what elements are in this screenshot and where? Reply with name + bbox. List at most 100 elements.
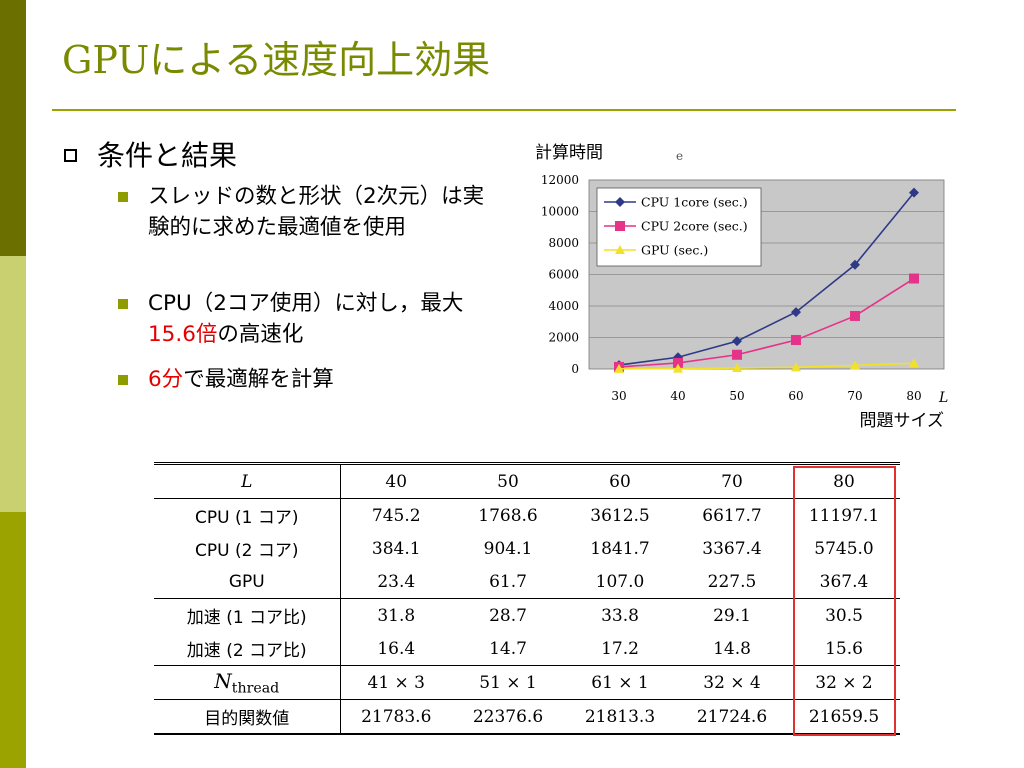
- title-divider: [52, 109, 956, 111]
- bullet-item-emphasis: 6分: [148, 367, 184, 392]
- chart-title-fragment: e: [676, 149, 683, 163]
- table-header-row: L 40 50 60 70 80: [154, 462, 900, 499]
- accent-segment-bottom: [0, 512, 26, 768]
- table-row-label-subscript: thread: [231, 680, 280, 697]
- table-cell: 32 × 4: [676, 665, 788, 700]
- y-tick-label: 10000: [541, 205, 579, 219]
- table-cell: 22376.6: [452, 699, 564, 735]
- accent-segment-middle: [0, 256, 26, 512]
- legend-entry: CPU 1core (sec.): [641, 195, 748, 210]
- data-point: [673, 352, 683, 363]
- table-cell: 51 × 1: [452, 665, 564, 700]
- data-point: [850, 259, 860, 270]
- table-header-cell: 40: [340, 462, 452, 499]
- chart-title: 計算時間: [535, 143, 603, 163]
- bullet-heading: 条件と結果: [64, 134, 237, 174]
- table-cell: 21783.6: [340, 699, 452, 735]
- table-header-cell: 60: [564, 462, 676, 499]
- bullet-heading-text: 条件と結果: [97, 139, 238, 172]
- data-point: [909, 187, 919, 198]
- y-tick-label: 12000: [541, 173, 579, 187]
- table-cell: 30.5: [788, 598, 900, 632]
- table-cell: 14.8: [713, 638, 751, 659]
- table-cell: 384.1: [371, 538, 421, 559]
- table-row-label: CPU (1 コア): [154, 498, 341, 532]
- slide-title-rest: による速度向上効果: [149, 38, 491, 82]
- legend-entry: GPU (sec.): [641, 243, 708, 258]
- table-cell: 1768.6: [452, 498, 564, 532]
- left-accent-bar: [0, 0, 26, 768]
- bullet-item-post: で最適解を計算: [183, 367, 334, 392]
- table-row: Nthread 41 × 3 51 × 1 61 × 1 32 × 4 32 × 2: [154, 665, 900, 700]
- table-cell: 33.8: [564, 598, 676, 632]
- data-point: [732, 349, 742, 360]
- bullet-item-emphasis: 15.6倍: [148, 322, 218, 347]
- table-cell: 28.7: [452, 598, 564, 632]
- x-axis-label: 問題サイズ: [860, 411, 945, 431]
- table-row: CPU (1 コア) 745.2 1768.6 3612.5 6617.7 11197.1: [154, 498, 900, 532]
- table-cell: 17.2: [601, 638, 639, 659]
- table-cell: 29.1: [676, 598, 788, 632]
- table-row-label-symbol: N: [214, 668, 232, 693]
- table-cell: 6617.7: [676, 498, 788, 532]
- data-point: [909, 358, 919, 368]
- y-tick-label: 0: [571, 362, 579, 376]
- square-bullet-icon: [118, 192, 128, 202]
- data-point: [791, 362, 801, 372]
- slide-title-latin: GPU: [62, 38, 150, 82]
- table-header-cell: 70: [676, 462, 788, 499]
- x-tick-label: 80: [906, 389, 921, 403]
- table-cell: 41 × 3: [340, 665, 452, 700]
- table-row: GPU 23.4 61.7 107.0 227.5 367.4: [154, 565, 900, 599]
- table-cell: 1841.7: [590, 538, 650, 559]
- table-header-cell: 80: [788, 462, 900, 499]
- series-layer: [614, 187, 919, 373]
- results-table: L 40 50 60 70 80 CPU (1 コア) 745.2 1768.6 3612.5 66…: [154, 462, 900, 735]
- x-tick-label: 70: [847, 389, 862, 403]
- table-row: 目的関数値 21783.6 22376.6 21813.3 21724.6 21659.5: [154, 699, 900, 735]
- data-point: [850, 310, 860, 321]
- table-cell: 31.8: [340, 598, 452, 632]
- table-cell: 21813.3: [564, 699, 676, 735]
- table-row: CPU (2 コア) 384.1 904.1 1841.7 3367.4 5745.0: [154, 532, 900, 565]
- table-row-label: 目的関数値: [154, 699, 341, 735]
- x-axis-ticks: 30 40 50 60 70 80: [611, 389, 921, 403]
- x-tick-label: 50: [729, 389, 744, 403]
- table-cell: 3367.4: [702, 538, 762, 559]
- series-line: [618, 277, 915, 368]
- x-tick-label: 40: [670, 389, 685, 403]
- square-bullet-icon: [118, 299, 128, 309]
- table-cell: 3612.5: [564, 498, 676, 532]
- bullet-item-thread-shape: スレッドの数と形状（2次元）は実験的に求めた最適値を使用: [118, 181, 488, 243]
- data-point: [909, 273, 919, 284]
- data-point: [732, 363, 742, 373]
- computation-time-chart: 計算時間 e 0 2000 4000 6000 8000 10000 12000 30 40 5…: [535, 143, 948, 431]
- table-cell: 32 × 2: [788, 665, 900, 700]
- x-axis-symbol: L: [938, 390, 948, 406]
- series-line: [618, 362, 915, 370]
- data-point: [614, 363, 624, 373]
- table-row-label: 加速 (1 コア比): [154, 598, 341, 632]
- x-tick-label: 30: [611, 389, 626, 403]
- data-point: [673, 357, 683, 368]
- table-row-label: Nthread: [154, 665, 341, 700]
- bullet-item-speedup: CPU（2コア使用）に対し，最大 15.6倍の高速化: [118, 288, 488, 350]
- accent-segment-top: [0, 0, 26, 256]
- table-row-label: 加速 (2 コア比): [154, 632, 341, 666]
- legend-entry: CPU 2core (sec.): [641, 219, 748, 234]
- table-cell: 5745.0: [814, 538, 874, 559]
- table-cell: 21724.6: [676, 699, 788, 735]
- y-tick-label: 4000: [548, 299, 579, 313]
- data-point: [850, 360, 860, 370]
- data-point: [791, 334, 801, 345]
- table-cell: 745.2: [340, 498, 452, 532]
- table-cell: 21659.5: [788, 699, 900, 735]
- chart-legend: CPU 1core (sec.) CPU 2core (sec.) GPU (sec…: [596, 187, 762, 267]
- table-cell: 61.7: [489, 571, 527, 592]
- bullet-item-solve-time: 6分で最適解を計算: [118, 364, 488, 395]
- y-tick-label: 8000: [548, 236, 579, 250]
- table-cell: 367.4: [819, 571, 869, 592]
- data-point: [673, 363, 683, 373]
- table-cell: 14.7: [489, 638, 527, 659]
- data-point: [791, 307, 801, 318]
